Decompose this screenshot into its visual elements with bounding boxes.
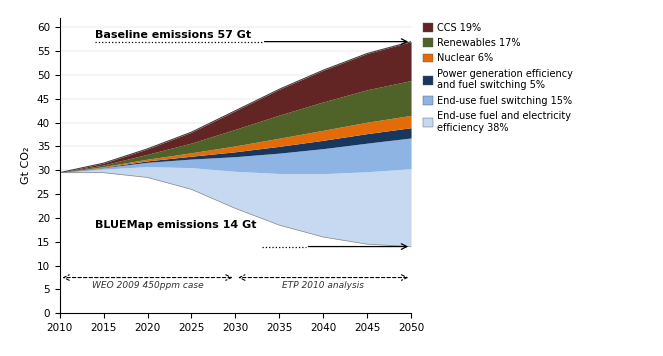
Text: ETP 2010 analysis: ETP 2010 analysis — [282, 282, 364, 290]
Text: WEO 2009 450ppm case: WEO 2009 450ppm case — [91, 282, 204, 290]
Text: BLUEMap emissions 14 Gt: BLUEMap emissions 14 Gt — [95, 220, 257, 230]
Y-axis label: Gt CO₂: Gt CO₂ — [21, 147, 31, 184]
Legend: CCS 19%, Renewables 17%, Nuclear 6%, Power generation efficiency
and fuel switch: CCS 19%, Renewables 17%, Nuclear 6%, Pow… — [423, 23, 572, 132]
Text: Baseline emissions 57 Gt: Baseline emissions 57 Gt — [95, 30, 251, 40]
